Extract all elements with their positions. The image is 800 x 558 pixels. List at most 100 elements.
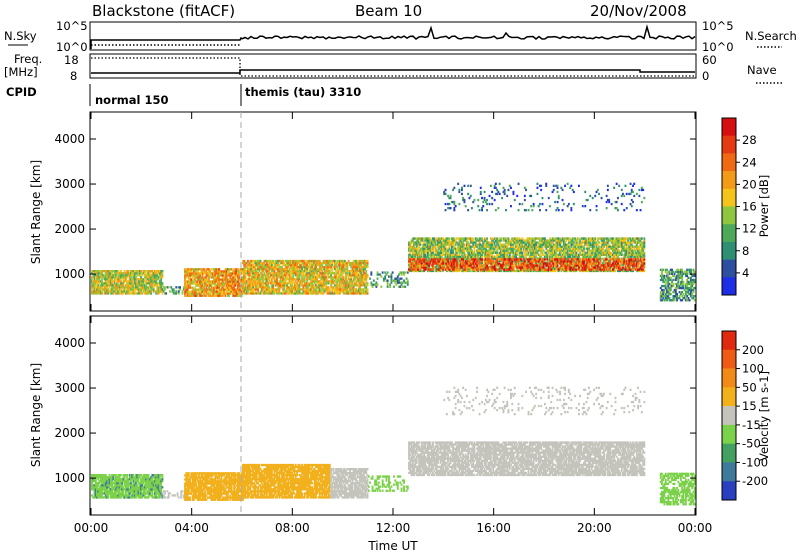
power-cell [340, 284, 342, 286]
power-cell [343, 276, 345, 278]
power-cell [302, 272, 304, 274]
power-cell [125, 278, 127, 280]
power-cell [175, 292, 177, 294]
power-cell [246, 266, 248, 268]
power-cell [572, 244, 574, 246]
power-cell [232, 268, 234, 270]
power-cell [279, 288, 281, 290]
power-cell [101, 290, 103, 292]
power-cell [189, 284, 191, 286]
power-cell [419, 244, 421, 246]
power-cell [392, 271, 394, 273]
power-cell [588, 252, 590, 254]
power-cell [292, 276, 294, 278]
power-cell [594, 239, 596, 241]
power-cell [613, 256, 615, 258]
power-cell [218, 280, 220, 282]
power-cell [328, 282, 330, 284]
power-cell [555, 252, 557, 254]
power-cell [189, 276, 191, 278]
power-cell [401, 273, 403, 275]
power-cell [97, 284, 99, 286]
power-cell [260, 292, 262, 294]
power-cell [270, 272, 272, 274]
power-cell [472, 237, 474, 239]
power-cell [187, 289, 189, 291]
cpid-row: CPID normal 150 themis (tau) 3310 [6, 84, 361, 107]
power-cell [545, 248, 547, 250]
power-cell [140, 290, 142, 292]
power-cell [201, 293, 203, 295]
power-cell [481, 254, 483, 256]
power-cell [245, 278, 247, 280]
power-cell [432, 248, 434, 250]
power-cell [203, 293, 205, 295]
power-cell [432, 250, 434, 252]
cpid-mode-2: themis (tau) 3310 [245, 85, 361, 99]
power-cell [464, 250, 466, 252]
power-cell [263, 262, 265, 264]
power-cell [375, 282, 377, 284]
power-cell [95, 284, 97, 286]
power-cell [609, 256, 611, 258]
power-cell [383, 280, 385, 282]
power-cell [432, 244, 434, 246]
power-cell [367, 290, 369, 292]
power-cell [559, 244, 561, 246]
power-cell [597, 239, 599, 241]
power-cell [476, 237, 478, 239]
freq-lo-tick: 8 [70, 69, 77, 83]
power-cell [402, 282, 404, 284]
power-cell [608, 250, 610, 252]
power-cell [404, 271, 406, 273]
power-cell [192, 287, 194, 289]
power-cell [391, 282, 393, 284]
power-cell [245, 276, 247, 278]
power-cell [397, 275, 399, 277]
power-cell [155, 280, 157, 282]
power-cell [320, 280, 322, 282]
power-cell [344, 270, 346, 272]
power-cell [134, 274, 136, 276]
power-cell [344, 260, 346, 262]
power-cell [276, 278, 278, 280]
power-cell [500, 237, 502, 239]
power-cell [389, 286, 391, 288]
power-cell [398, 280, 400, 282]
power-cell [535, 248, 537, 250]
power-cell [599, 256, 601, 258]
power-cell [256, 270, 258, 272]
power-cell [304, 278, 306, 280]
power-cell [345, 278, 347, 280]
power-cell [452, 244, 454, 246]
power-cell [149, 272, 151, 274]
power-cell [272, 284, 274, 286]
power-cell [365, 286, 367, 288]
power-cell [348, 260, 350, 262]
power-cell [500, 248, 502, 250]
power-cell [299, 286, 301, 288]
power-cell [266, 268, 268, 270]
power-cell [222, 287, 224, 289]
power-cell [437, 250, 439, 252]
power-cell [500, 239, 502, 241]
power-cell [534, 239, 536, 241]
power-cell [425, 254, 427, 256]
power-cell [615, 270, 617, 272]
power-cell [573, 241, 575, 243]
power-cell [336, 266, 338, 268]
power-cell [364, 268, 366, 270]
power-cell [397, 278, 399, 280]
power-cell [537, 252, 539, 254]
power-cell [323, 292, 325, 294]
power-cell [557, 246, 559, 248]
power-cell [300, 274, 302, 276]
power-cell [409, 244, 411, 246]
power-cell [589, 241, 591, 243]
power-cell [513, 250, 515, 252]
power-cell [238, 282, 240, 284]
power-cell [319, 274, 321, 276]
power-cell [490, 250, 492, 252]
power-cell [598, 246, 600, 248]
cpid-label: CPID [6, 85, 37, 99]
